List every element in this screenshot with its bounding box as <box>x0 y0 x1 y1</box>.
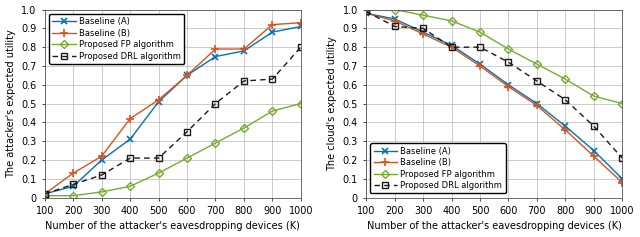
Proposed FP algorithm <box>448 19 456 22</box>
Proposed DRL algorithm <box>126 157 134 160</box>
Y-axis label: The cloud's expected utility: The cloud's expected utility <box>327 36 337 171</box>
Baseline (A) <box>269 31 276 34</box>
Baseline (A) <box>155 100 163 103</box>
Proposed FP algorithm <box>297 102 305 105</box>
Baseline (B) <box>126 117 134 120</box>
Proposed DRL algorithm <box>183 130 191 133</box>
Y-axis label: The attacker's expected utility: The attacker's expected utility <box>6 29 15 178</box>
Proposed FP algorithm <box>126 185 134 188</box>
Baseline (B) <box>212 48 220 50</box>
Proposed FP algorithm <box>561 78 569 81</box>
Baseline (B) <box>419 32 427 35</box>
Baseline (A) <box>561 125 569 128</box>
Proposed FP algorithm <box>362 8 370 11</box>
Proposed DRL algorithm <box>476 46 484 49</box>
Proposed DRL algorithm <box>419 27 427 30</box>
Baseline (A) <box>98 159 106 161</box>
Proposed DRL algorithm <box>533 80 541 82</box>
Baseline (B) <box>533 104 541 107</box>
Proposed DRL algorithm <box>41 192 49 195</box>
Proposed DRL algorithm <box>98 173 106 176</box>
Proposed DRL algorithm <box>561 98 569 101</box>
Proposed FP algorithm <box>155 172 163 174</box>
Baseline (A) <box>41 192 49 195</box>
Proposed FP algorithm <box>618 102 626 105</box>
Proposed DRL algorithm <box>69 183 77 186</box>
Proposed FP algorithm <box>590 95 598 97</box>
Proposed DRL algorithm <box>391 25 399 28</box>
Baseline (A) <box>212 55 220 58</box>
Proposed FP algorithm <box>183 157 191 160</box>
Baseline (B) <box>476 64 484 67</box>
Baseline (A) <box>419 31 427 34</box>
Baseline (B) <box>362 12 370 15</box>
Baseline (A) <box>126 138 134 141</box>
Baseline (B) <box>69 172 77 174</box>
Proposed DRL algorithm <box>269 78 276 81</box>
Proposed FP algorithm <box>41 194 49 197</box>
Proposed DRL algorithm <box>448 46 456 49</box>
Baseline (B) <box>391 19 399 22</box>
Proposed DRL algorithm <box>590 125 598 128</box>
Line: Baseline (B): Baseline (B) <box>41 19 305 198</box>
Proposed FP algorithm <box>240 127 248 129</box>
Baseline (B) <box>618 181 626 184</box>
Line: Proposed DRL algorithm: Proposed DRL algorithm <box>42 44 303 196</box>
Proposed DRL algorithm <box>212 102 220 105</box>
Proposed FP algorithm <box>533 63 541 65</box>
Baseline (A) <box>533 102 541 105</box>
Baseline (B) <box>155 98 163 101</box>
Baseline (A) <box>476 63 484 65</box>
Proposed FP algorithm <box>69 194 77 197</box>
Line: Baseline (B): Baseline (B) <box>362 9 626 186</box>
Baseline (A) <box>618 177 626 180</box>
Baseline (A) <box>590 149 598 152</box>
X-axis label: Number of the attacker's eavesdropping devices (K): Number of the attacker's eavesdropping d… <box>367 221 621 232</box>
Baseline (A) <box>69 185 77 188</box>
Proposed FP algorithm <box>98 191 106 193</box>
Proposed DRL algorithm <box>362 10 370 13</box>
Baseline (B) <box>297 21 305 24</box>
Legend: Baseline (A), Baseline (B), Proposed FP algorithm, Proposed DRL algorithm: Baseline (A), Baseline (B), Proposed FP … <box>49 14 184 64</box>
Proposed FP algorithm <box>212 142 220 145</box>
Baseline (B) <box>590 155 598 158</box>
Baseline (B) <box>269 23 276 26</box>
Line: Proposed DRL algorithm: Proposed DRL algorithm <box>364 9 625 161</box>
Baseline (B) <box>504 85 512 88</box>
Baseline (B) <box>183 74 191 77</box>
Baseline (A) <box>183 74 191 77</box>
Proposed DRL algorithm <box>240 80 248 82</box>
Line: Baseline (A): Baseline (A) <box>363 10 625 182</box>
Proposed DRL algorithm <box>618 157 626 160</box>
Baseline (B) <box>448 46 456 49</box>
Line: Proposed FP algorithm: Proposed FP algorithm <box>364 7 625 106</box>
Baseline (B) <box>41 192 49 195</box>
Proposed DRL algorithm <box>504 61 512 64</box>
Baseline (A) <box>391 18 399 20</box>
Legend: Baseline (A), Baseline (B), Proposed FP algorithm, Proposed DRL algorithm: Baseline (A), Baseline (B), Proposed FP … <box>371 143 506 193</box>
Proposed DRL algorithm <box>155 157 163 160</box>
Baseline (A) <box>297 25 305 28</box>
Baseline (B) <box>240 48 248 50</box>
Baseline (A) <box>448 44 456 47</box>
Baseline (B) <box>98 155 106 158</box>
Line: Baseline (A): Baseline (A) <box>42 23 304 197</box>
Baseline (B) <box>561 128 569 131</box>
Baseline (A) <box>362 12 370 15</box>
Proposed FP algorithm <box>476 31 484 34</box>
Proposed DRL algorithm <box>297 46 305 49</box>
Line: Proposed FP algorithm: Proposed FP algorithm <box>42 101 303 198</box>
Proposed FP algorithm <box>269 110 276 113</box>
Proposed FP algorithm <box>504 48 512 50</box>
Proposed FP algorithm <box>391 8 399 11</box>
X-axis label: Number of the attacker's eavesdropping devices (K): Number of the attacker's eavesdropping d… <box>45 221 300 232</box>
Proposed FP algorithm <box>419 14 427 17</box>
Baseline (A) <box>504 83 512 86</box>
Baseline (A) <box>240 50 248 52</box>
